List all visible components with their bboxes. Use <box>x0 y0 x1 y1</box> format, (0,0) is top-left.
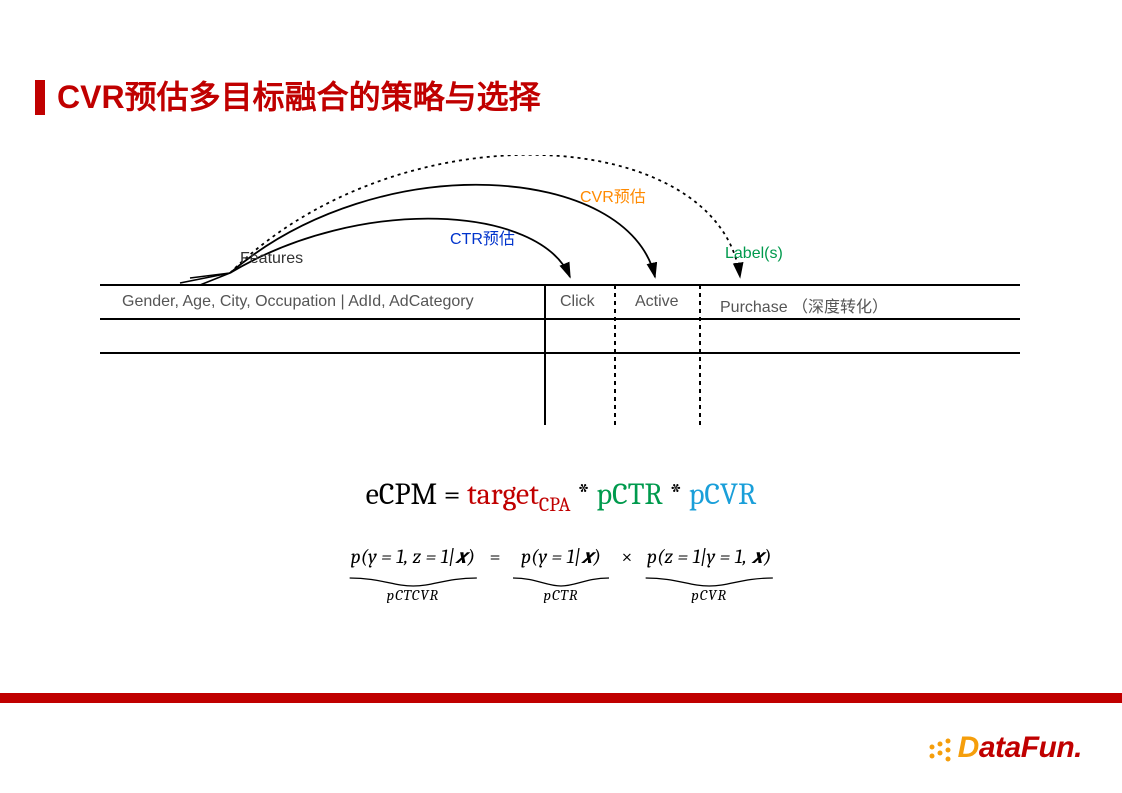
f1-pcvr: pCVR <box>689 477 757 512</box>
slide-title: CVR预估多目标融合的策略与选择 <box>35 80 541 115</box>
flow-diagram: Features CTR预估 CVR预估 Label(s) Gender, Ag… <box>100 155 1020 435</box>
f2-times: × <box>615 545 638 568</box>
underbrace-icon <box>511 570 611 582</box>
f1-pctr: pCTR <box>597 477 663 512</box>
f1-star1: * <box>571 477 597 512</box>
f2-group3: p(z = 1|y = 1, 𝒙) pCVR <box>643 545 775 604</box>
f1-star2: * <box>663 477 689 512</box>
col-purchase: Purchase （深度转化） <box>720 293 888 317</box>
cvr-label: CVR预估 <box>580 183 646 207</box>
logo-d: D <box>958 731 979 764</box>
ctr-label: CTR预估 <box>450 225 515 249</box>
f2-eq: = <box>484 545 507 568</box>
col-active: Active <box>635 293 679 311</box>
formula-ecpm: eCPM = targetCPA * pCTR * pCVR <box>0 477 1122 516</box>
features-label: Features <box>240 250 303 268</box>
underbrace-icon <box>347 570 479 582</box>
logo: DataFun. <box>958 731 1082 765</box>
f2-term1: p(y = 1, z = 1|𝒙) <box>347 545 479 570</box>
col-features: Gender, Age, City, Occupation | AdId, Ad… <box>122 293 474 311</box>
f2-group2: p(y = 1|𝒙) pCTR <box>511 545 611 604</box>
formula-prob: p(y = 1, z = 1|𝒙) pCTCVR = p(y = 1|𝒙) pC… <box>0 545 1122 604</box>
col-click: Click <box>560 293 595 311</box>
f1-target-sub: CPA <box>539 493 571 516</box>
f2-term2: p(y = 1|𝒙) <box>511 545 611 570</box>
f2-group1: p(y = 1, z = 1|𝒙) pCTCVR <box>347 545 479 604</box>
bottom-bar <box>0 693 1122 703</box>
f1-target: target <box>467 477 539 512</box>
logo-rest: ataFun. <box>979 731 1082 764</box>
f1-eq: = <box>437 477 467 512</box>
underbrace-icon <box>643 570 775 582</box>
f2-term3: p(z = 1|y = 1, 𝒙) <box>643 545 775 570</box>
f2-row: p(y = 1, z = 1|𝒙) pCTCVR = p(y = 1|𝒙) pC… <box>0 545 1122 604</box>
f1-ecpm: eCPM <box>366 477 437 512</box>
labels-label: Label(s) <box>725 245 783 263</box>
logo-dots-icon <box>924 737 954 763</box>
